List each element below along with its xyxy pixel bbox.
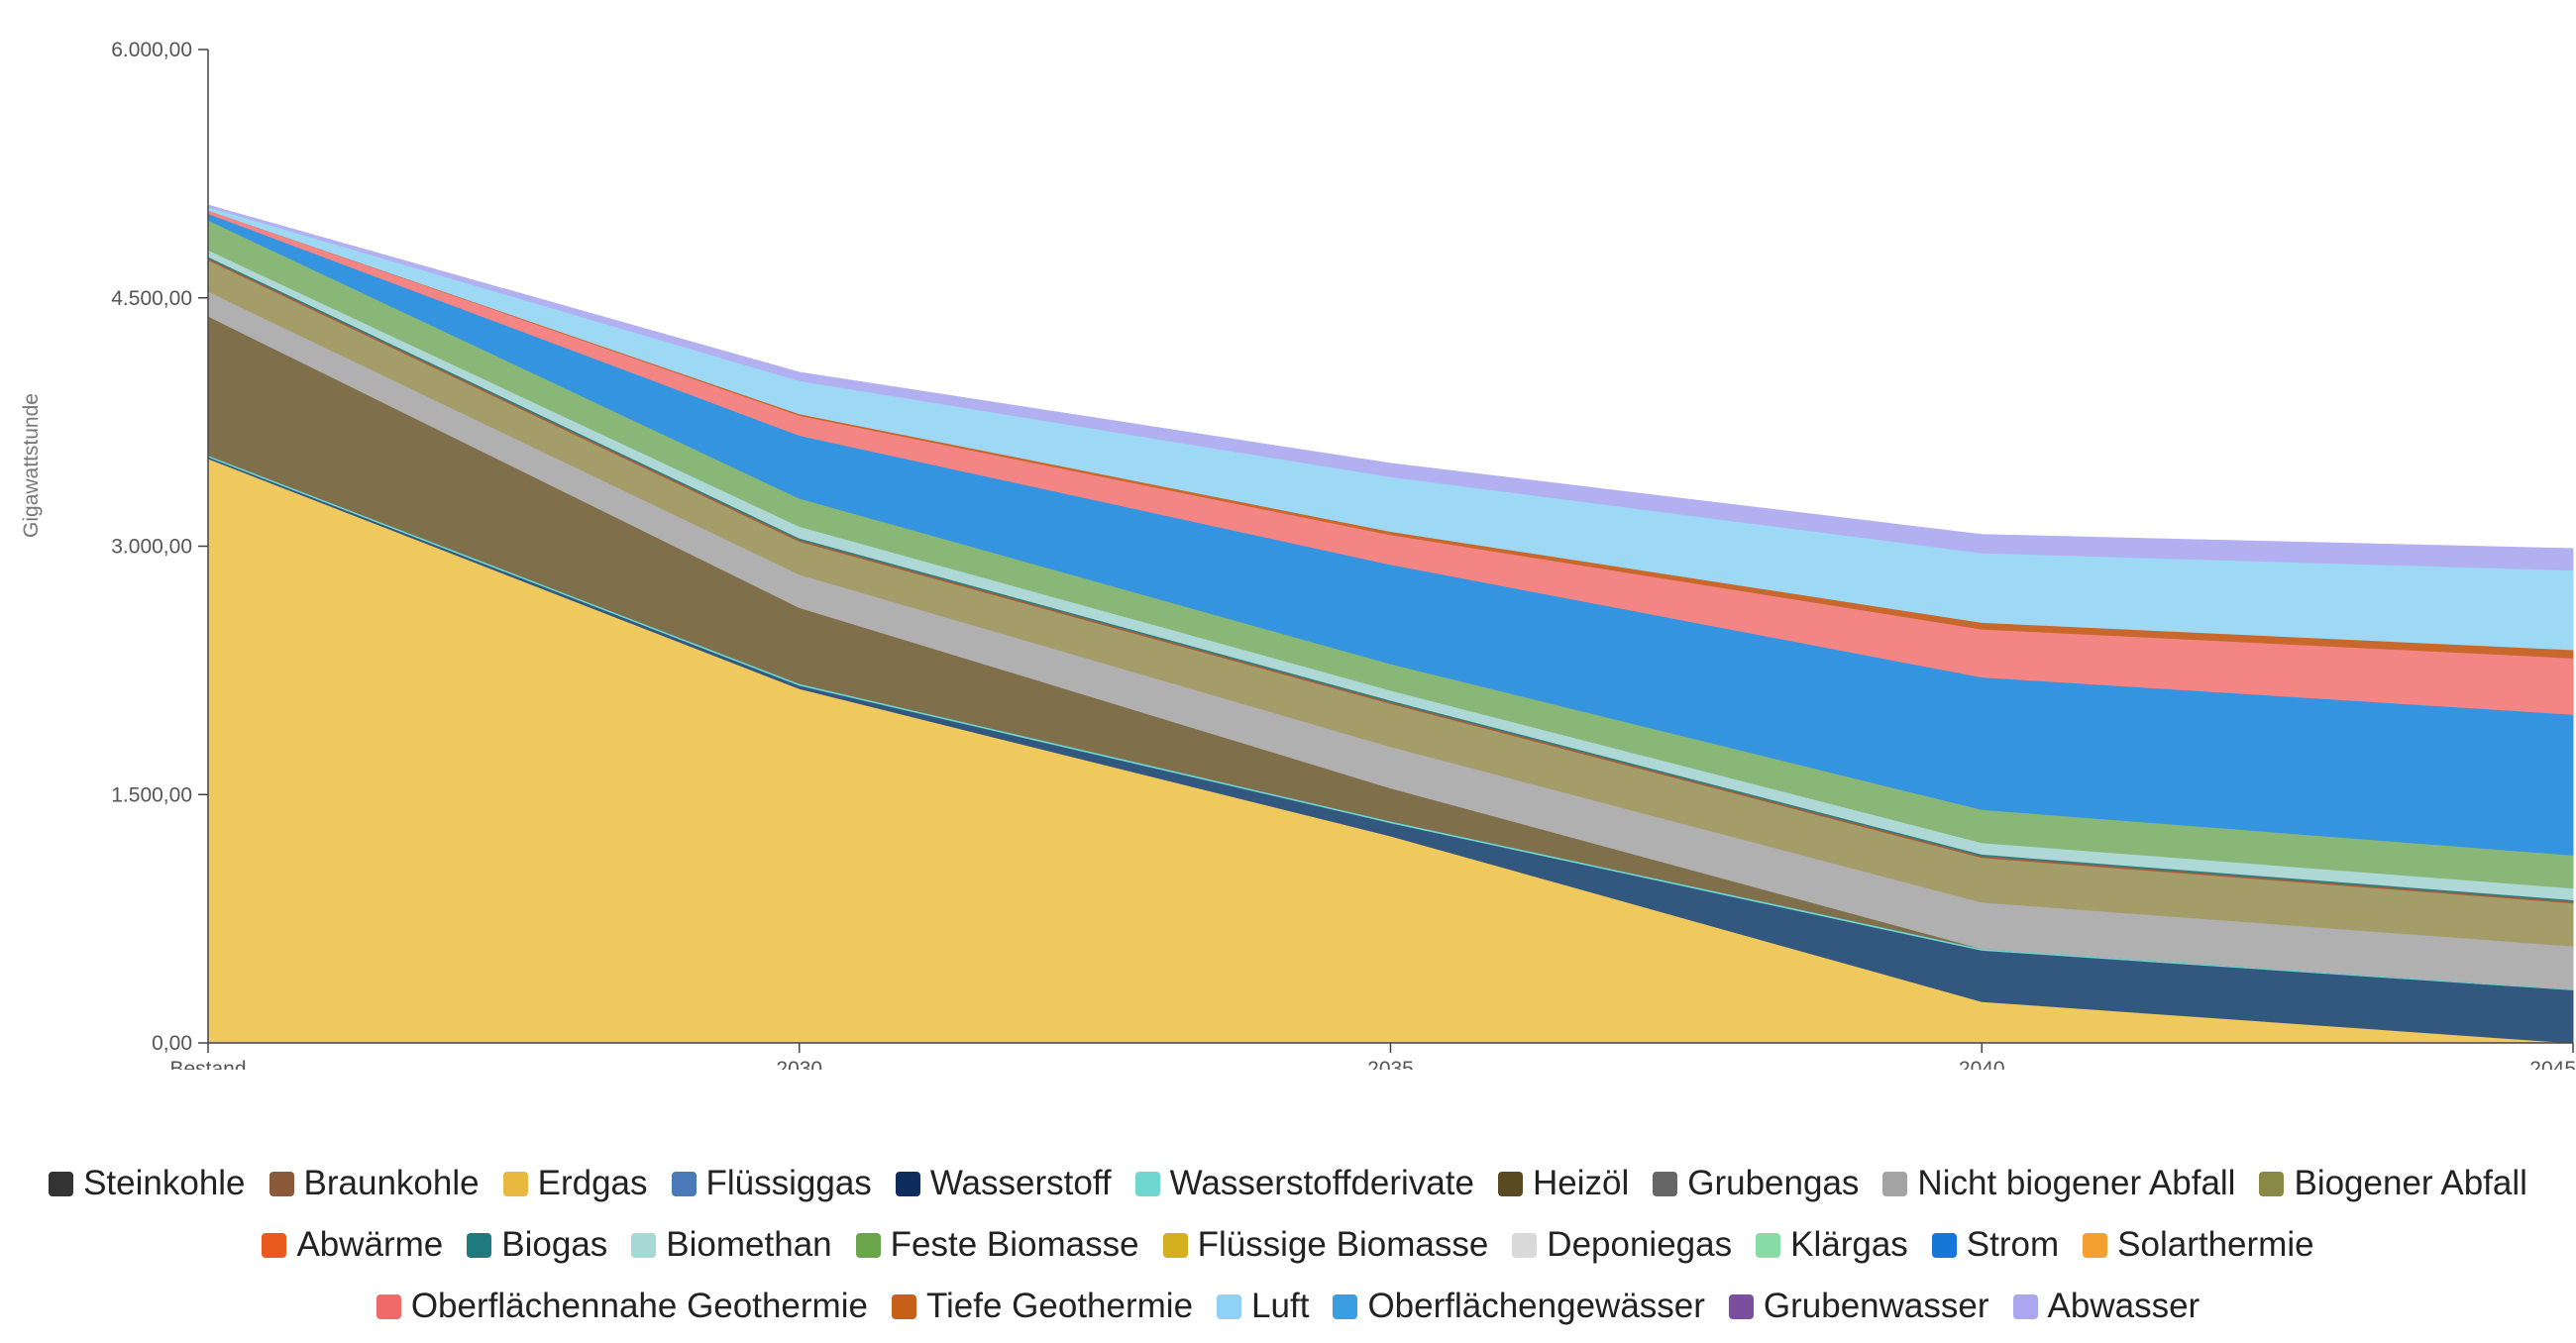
- legend-item[interactable]: Braunkohle: [268, 1164, 480, 1203]
- area-series-24: [207, 204, 2574, 571]
- legend-swatch: [376, 1293, 401, 1319]
- stacked-area-chart: 0,00 1.500,00 3.000,00 4.500,00 6.000,00 Bes…: [20, 39, 2576, 1070]
- legend-label: Strom: [1966, 1225, 2060, 1264]
- legend-label: Nicht biogener Abfall: [1917, 1164, 2236, 1202]
- legend-label: Deponiegas: [1547, 1225, 1733, 1264]
- legend-swatch: [891, 1293, 916, 1319]
- legend-item[interactable]: Erdgas: [502, 1164, 648, 1203]
- legend-label: Flüssige Biomasse: [1197, 1225, 1489, 1264]
- legend-swatch: [631, 1232, 657, 1258]
- x-tick-label: Bestand: [169, 1058, 246, 1070]
- legend-item[interactable]: Heizöl: [1497, 1164, 1630, 1203]
- legend-item[interactable]: Tiefe Geothermie: [891, 1287, 1194, 1326]
- y-tick-label: 1.500,00: [111, 783, 192, 806]
- legend-item[interactable]: Biogas: [467, 1225, 607, 1265]
- legend-item[interactable]: Abwärme: [262, 1225, 443, 1265]
- legend-item[interactable]: Flüssige Biomasse: [1162, 1225, 1489, 1265]
- x-tick-label: 2040: [1959, 1058, 2005, 1070]
- area-layer: [207, 204, 2574, 1044]
- legend-swatch: [268, 1171, 294, 1196]
- legend-swatch: [49, 1171, 74, 1196]
- legend-label: Klärgas: [1790, 1225, 1908, 1264]
- legend-item[interactable]: Feste Biomasse: [855, 1225, 1139, 1265]
- legend-swatch: [1931, 1232, 1957, 1258]
- legend-swatch: [2259, 1171, 2285, 1196]
- legend-swatch: [1653, 1171, 1678, 1196]
- y-tick-label: 4.500,00: [111, 287, 192, 310]
- legend-item[interactable]: Oberflächengewässer: [1333, 1287, 1705, 1326]
- legend-swatch: [1134, 1171, 1160, 1196]
- x-tick-label: 2035: [1367, 1058, 1414, 1070]
- legend-item[interactable]: Biomethan: [631, 1225, 832, 1265]
- legend-item[interactable]: Wasserstoffderivate: [1134, 1164, 1474, 1203]
- legend-swatch: [1162, 1232, 1188, 1258]
- x-tick-label: 2030: [776, 1058, 822, 1070]
- legend-label: Flüssiggas: [705, 1164, 872, 1202]
- legend-label: Abwärme: [296, 1225, 444, 1264]
- legend-label: Braunkohle: [303, 1164, 480, 1202]
- legend-item[interactable]: Deponiegas: [1512, 1225, 1732, 1265]
- legend-item[interactable]: Steinkohle: [49, 1164, 246, 1203]
- legend-label: Wasserstoff: [929, 1164, 1112, 1202]
- legend-swatch: [502, 1171, 528, 1196]
- legend-label: Erdgas: [537, 1164, 648, 1202]
- legend-label: Grubenwasser: [1763, 1287, 1989, 1325]
- legend-label: Luft: [1251, 1287, 1310, 1325]
- y-axis-label: Gigawattstunde: [20, 393, 43, 538]
- legend-label: Wasserstoffderivate: [1169, 1164, 1474, 1202]
- legend-swatch: [1497, 1171, 1523, 1196]
- legend-item[interactable]: Wasserstoff: [895, 1164, 1112, 1203]
- legend-label: Feste Biomasse: [890, 1225, 1139, 1264]
- legend-label: Abwasser: [2047, 1287, 2200, 1325]
- legend-label: Oberflächengewässer: [1367, 1287, 1705, 1325]
- legend-swatch: [2083, 1232, 2108, 1258]
- legend-label: Heizöl: [1532, 1164, 1630, 1202]
- legend-label: Biogener Abfall: [2294, 1164, 2527, 1202]
- legend-item[interactable]: Oberflächennahe Geothermie: [376, 1287, 868, 1326]
- legend-label: Biogas: [501, 1225, 608, 1264]
- legend-swatch: [855, 1232, 881, 1258]
- legend-item[interactable]: Grubengas: [1653, 1164, 1859, 1203]
- legend-item[interactable]: Solarthermie: [2083, 1225, 2314, 1265]
- legend-swatch: [467, 1232, 492, 1258]
- x-tick-label: 2045: [2529, 1058, 2576, 1070]
- legend-swatch: [262, 1232, 287, 1258]
- legend-swatch: [2012, 1293, 2038, 1319]
- legend-swatch: [1756, 1232, 1781, 1258]
- legend-label: Oberflächennahe Geothermie: [410, 1287, 868, 1325]
- legend-swatch: [1882, 1171, 1908, 1196]
- legend-label: Solarthermie: [2117, 1225, 2314, 1264]
- legend-label: Tiefe Geothermie: [925, 1287, 1194, 1325]
- legend-swatch: [1512, 1232, 1538, 1258]
- legend-item[interactable]: Abwasser: [2012, 1287, 2200, 1326]
- legend-item[interactable]: Flüssiggas: [671, 1164, 872, 1203]
- x-axis-ticks: Bestand 2030 2035 2040 2045: [169, 1043, 2576, 1070]
- legend-item[interactable]: Grubenwasser: [1728, 1287, 1989, 1326]
- legend-label: Steinkohle: [83, 1164, 246, 1202]
- legend-item[interactable]: Nicht biogener Abfall: [1882, 1164, 2235, 1203]
- legend-item[interactable]: Strom: [1931, 1225, 2060, 1265]
- legend-swatch: [895, 1171, 920, 1196]
- y-tick-label: 0,00: [152, 1032, 192, 1055]
- legend-swatch: [671, 1171, 697, 1196]
- legend-label: Grubengas: [1687, 1164, 1860, 1202]
- legend-label: Biomethan: [666, 1225, 832, 1264]
- y-tick-label: 3.000,00: [111, 536, 192, 559]
- legend-swatch: [1333, 1293, 1358, 1319]
- y-tick-label: 6.000,00: [111, 39, 192, 61]
- legend-item[interactable]: Luft: [1217, 1287, 1309, 1326]
- legend-item[interactable]: Biogener Abfall: [2259, 1164, 2527, 1203]
- legend-swatch: [1217, 1293, 1242, 1319]
- legend-item[interactable]: Klärgas: [1756, 1225, 1908, 1265]
- legend: Steinkohle Braunkohle Erdgas Flüssiggas Wass…: [20, 1164, 2556, 1326]
- legend-swatch: [1728, 1293, 1754, 1319]
- y-axis-ticks: 0,00 1.500,00 3.000,00 4.500,00 6.000,00: [111, 39, 208, 1055]
